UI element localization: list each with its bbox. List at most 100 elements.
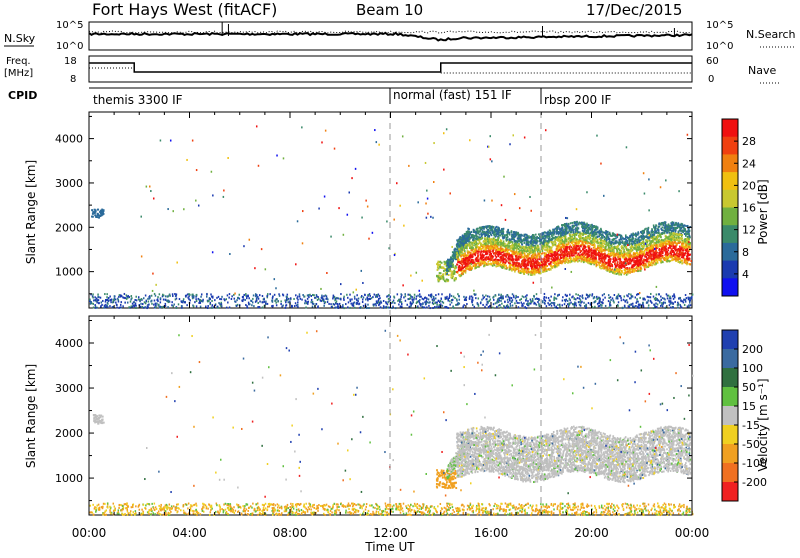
data-cell <box>408 305 411 308</box>
data-cell <box>450 276 453 279</box>
data-cell <box>147 297 149 300</box>
data-cell <box>437 278 440 281</box>
data-cell <box>399 300 401 303</box>
data-cell <box>389 295 392 298</box>
data-cell <box>496 305 498 308</box>
data-cell <box>609 301 611 304</box>
data-cell <box>289 300 291 303</box>
data-cell <box>520 265 523 268</box>
data-cell <box>323 302 326 305</box>
data-cell <box>233 293 235 296</box>
data-cell <box>474 248 476 251</box>
data-cell <box>113 297 116 300</box>
data-cell <box>465 230 468 233</box>
data-cell <box>514 270 516 273</box>
data-cell <box>579 304 582 307</box>
data-cell <box>445 278 448 281</box>
data-cell <box>321 294 323 297</box>
data-cell <box>447 298 449 301</box>
data-cell <box>510 297 513 300</box>
nsky-right-tick-bottom: 10^0 <box>706 41 733 52</box>
data-cell <box>101 303 103 306</box>
data-cell <box>669 297 672 300</box>
data-cell <box>168 293 171 296</box>
data-cell <box>223 298 225 301</box>
data-cell <box>628 303 631 306</box>
data-cell <box>386 306 389 309</box>
data-cell <box>425 300 428 303</box>
data-cell <box>490 238 493 241</box>
data-cell <box>285 301 287 304</box>
data-cell <box>668 299 670 302</box>
data-cell <box>316 295 318 298</box>
data-cell <box>336 296 338 299</box>
data-cell <box>202 298 204 301</box>
data-cell <box>553 306 556 309</box>
data-cell <box>671 295 674 298</box>
data-cell <box>544 299 547 302</box>
data-cell <box>630 297 632 300</box>
data-cell <box>509 302 512 305</box>
data-cell <box>132 304 135 307</box>
data-cell <box>165 295 167 298</box>
data-cell <box>450 301 453 304</box>
data-cell <box>134 302 137 305</box>
data-cell <box>167 299 169 302</box>
data-cell <box>673 251 675 254</box>
data-cell <box>252 294 255 297</box>
data-cell <box>225 298 228 301</box>
data-cell <box>133 305 136 308</box>
data-cell <box>455 254 458 257</box>
data-cell <box>579 295 581 298</box>
data-cell <box>455 303 457 306</box>
data-cell <box>139 305 142 308</box>
data-cell <box>441 275 444 278</box>
data-cell <box>444 269 447 272</box>
data-cell <box>496 301 498 304</box>
data-cell <box>446 295 448 298</box>
data-cell <box>313 294 315 297</box>
data-cell <box>453 306 455 309</box>
data-cell <box>98 302 100 305</box>
data-cell <box>583 301 585 304</box>
data-cell <box>111 306 114 309</box>
data-cell <box>657 299 659 302</box>
data-cell <box>667 246 670 249</box>
freq-frame <box>88 55 693 83</box>
data-cell <box>648 260 650 263</box>
data-cell <box>157 300 159 303</box>
data-cell <box>541 250 544 253</box>
data-cell <box>460 258 463 261</box>
data-cell <box>242 298 245 301</box>
data-cell <box>465 237 468 240</box>
data-cell <box>257 301 259 304</box>
data-cell <box>246 306 249 309</box>
data-cell <box>439 272 442 275</box>
data-cell <box>330 303 332 306</box>
data-cell <box>420 303 422 306</box>
data-cell <box>616 261 619 264</box>
data-cell <box>106 299 108 302</box>
data-cell <box>399 305 402 308</box>
data-cell <box>632 240 635 243</box>
data-cell <box>250 299 252 302</box>
data-cell <box>481 298 483 301</box>
data-cell <box>148 303 150 306</box>
data-cell <box>639 296 641 299</box>
data-cell <box>89 302 92 305</box>
data-cell <box>452 295 455 298</box>
data-cell <box>309 293 311 296</box>
data-cell <box>175 306 178 309</box>
data-cell <box>295 294 297 297</box>
data-cell <box>571 296 573 299</box>
beam-title: Beam 10 <box>356 1 423 19</box>
data-cell <box>618 295 621 298</box>
data-cell <box>547 296 550 299</box>
data-cell <box>96 297 98 300</box>
data-cell <box>527 302 529 305</box>
data-cell <box>477 303 480 306</box>
data-cell <box>535 297 538 300</box>
data-cell <box>679 296 681 299</box>
data-cell <box>347 301 350 304</box>
